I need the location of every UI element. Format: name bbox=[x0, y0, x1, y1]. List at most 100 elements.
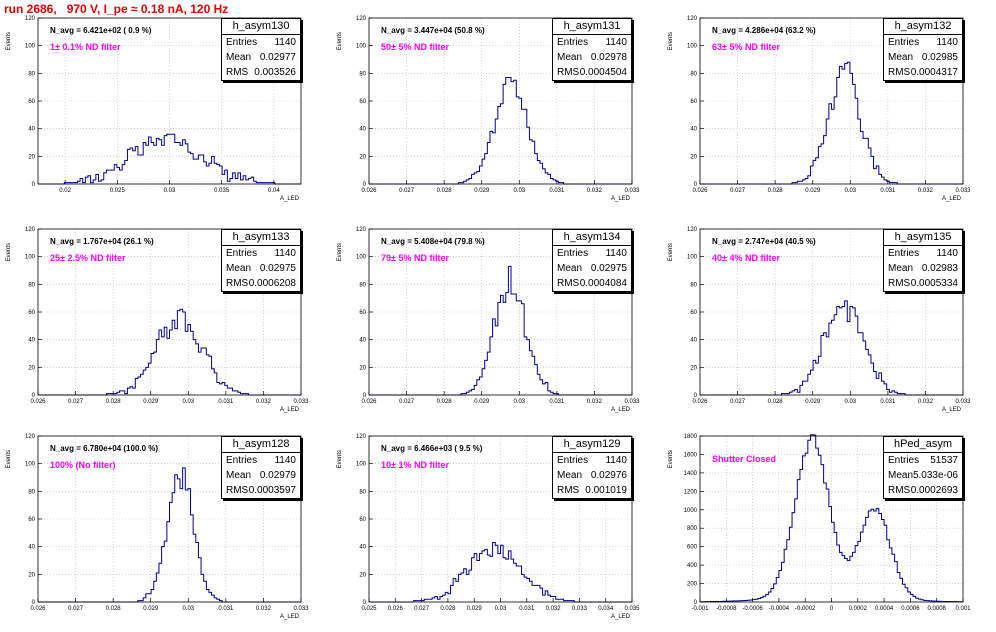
x-tick-label: 0.03 bbox=[844, 399, 856, 405]
x-tick-label: 0.02 bbox=[59, 188, 71, 194]
stats-value: 0.003526 bbox=[254, 67, 296, 78]
histogram-pad-h_asym131: 0.026 0.027 0.028 0.029 0.03 0.031 0.032 0.033 0… bbox=[331, 16, 654, 214]
y-tick-label: 40 bbox=[359, 338, 366, 344]
stats-key: Entries bbox=[226, 248, 258, 259]
histogram-pad-hPed_asym: -0.001 -0.0008 -0.0006 -0.0004 -0.0002 0 0.000… bbox=[662, 434, 985, 632]
x-tick-label: 0.032 bbox=[587, 399, 603, 405]
x-tick-label: 0.029 bbox=[474, 188, 490, 194]
x-tick-label: 0.033 bbox=[624, 188, 640, 194]
x-axis-label: A_LED bbox=[280, 196, 300, 202]
y-tick-label: 120 bbox=[356, 434, 367, 440]
y-tick-label: 0 bbox=[363, 182, 367, 188]
y-tick-label: 40 bbox=[359, 127, 366, 133]
y-tick-label: 100 bbox=[356, 255, 367, 261]
y-tick-label: 20 bbox=[359, 365, 366, 371]
x-tick-label: 0.026 bbox=[30, 606, 46, 612]
n-avg-label: N_avg = 6.421e+02 ( 0.9 %) bbox=[50, 26, 152, 35]
x-tick-label: 0.029 bbox=[143, 399, 159, 405]
stats-row-entries: Entries 1140 bbox=[222, 246, 300, 261]
stats-row-mean: Mean 0.02985 bbox=[884, 50, 962, 65]
x-tick-label: 0.029 bbox=[805, 188, 821, 194]
x-axis-label: A_LED bbox=[611, 407, 631, 413]
stats-row-mean: Mean 0.02978 bbox=[553, 50, 631, 65]
y-tick-label: 120 bbox=[356, 16, 367, 22]
x-tick-label: 0.028 bbox=[106, 606, 122, 612]
stats-row-mean: Mean 5.033e-06 bbox=[884, 468, 962, 483]
y-tick-label: 100 bbox=[687, 44, 698, 50]
x-tick-label: 0.031 bbox=[549, 399, 565, 405]
stats-row-rms: RMS 0.001019 bbox=[553, 483, 631, 498]
stats-box: h_asym132 Entries 1140 Mean 0.02985 RMS 0.0004… bbox=[883, 18, 963, 81]
y-tick-label: 120 bbox=[25, 16, 36, 22]
x-axis-label: A_LED bbox=[942, 407, 962, 413]
y-tick-label: 60 bbox=[28, 99, 35, 105]
x-tick-label: 0.027 bbox=[730, 188, 746, 194]
x-tick-label: 0.033 bbox=[955, 188, 971, 194]
stats-box: h_asym134 Entries 1140 Mean 0.02975 RMS 0.0004… bbox=[552, 229, 632, 292]
x-tick-label: -0.0006 bbox=[742, 606, 763, 612]
y-tick-label: 0 bbox=[32, 600, 36, 606]
y-axis-label: Events bbox=[668, 243, 674, 261]
y-axis-label: Events bbox=[6, 243, 12, 261]
stats-row-entries: Entries 1140 bbox=[553, 453, 631, 468]
filter-label: 50± 5% ND filter bbox=[381, 42, 449, 52]
histogram-pad-h_asym128: 0.026 0.027 0.028 0.029 0.03 0.031 0.032 0.033 0… bbox=[0, 434, 323, 632]
x-tick-label: 0.028 bbox=[768, 188, 784, 194]
x-tick-label: 0.028 bbox=[768, 399, 784, 405]
x-tick-label: 0.026 bbox=[692, 188, 708, 194]
y-tick-label: 120 bbox=[687, 227, 698, 233]
stats-box: h_asym135 Entries 1140 Mean 0.02983 RMS 0.0005… bbox=[883, 229, 963, 292]
histogram-pad-h_asym133: 0.026 0.027 0.028 0.029 0.03 0.031 0.032 0.033 0… bbox=[0, 227, 323, 425]
y-tick-label: 0 bbox=[694, 393, 698, 399]
y-tick-label: 60 bbox=[690, 99, 697, 105]
x-tick-label: 0.029 bbox=[467, 606, 483, 612]
n-avg-label: N_avg = 1.767e+04 (26.1 %) bbox=[50, 237, 154, 246]
stats-row-mean: Mean 0.02976 bbox=[553, 468, 631, 483]
y-axis-label: Events bbox=[6, 32, 12, 50]
histogram-name: h_asym132 bbox=[884, 19, 962, 35]
stats-value: 1140 bbox=[274, 248, 296, 259]
y-tick-label: 80 bbox=[690, 282, 697, 288]
stats-key: Mean bbox=[888, 52, 914, 63]
x-tick-label: 0.031 bbox=[880, 399, 896, 405]
x-tick-label: 0.031 bbox=[519, 606, 535, 612]
y-tick-label: 40 bbox=[28, 545, 35, 551]
stats-value: 1140 bbox=[936, 248, 958, 259]
y-tick-label: 100 bbox=[356, 462, 367, 468]
y-axis-label: Events bbox=[6, 450, 12, 468]
filter-label: 25± 2.5% ND filter bbox=[50, 253, 126, 263]
histogram-line bbox=[38, 308, 301, 396]
stats-key: Entries bbox=[888, 248, 920, 259]
x-tick-label: 0.029 bbox=[805, 399, 821, 405]
x-tick-label: 0.034 bbox=[598, 606, 614, 612]
histogram-svg: 0.026 0.027 0.028 0.029 0.03 0.031 0.032 0.033 0… bbox=[668, 16, 971, 202]
x-tick-label: 0.028 bbox=[440, 606, 456, 612]
histogram-name: h_asym133 bbox=[222, 230, 300, 246]
stats-row-rms: RMS 0.0004504 bbox=[553, 65, 631, 80]
y-tick-label: 20 bbox=[28, 572, 35, 578]
histogram-name: hPed_asym bbox=[884, 437, 962, 453]
y-tick-label: 80 bbox=[28, 71, 35, 77]
x-tick-label: 0.028 bbox=[437, 399, 453, 405]
stats-row-mean: Mean 0.02975 bbox=[553, 261, 631, 276]
x-tick-label: 0.026 bbox=[692, 399, 708, 405]
y-tick-label: 20 bbox=[28, 365, 35, 371]
histogram-name: h_asym134 bbox=[553, 230, 631, 246]
x-tick-label: 0.027 bbox=[399, 188, 415, 194]
x-tick-label: 0 bbox=[830, 606, 834, 612]
stats-row-entries: Entries 1140 bbox=[884, 246, 962, 261]
y-tick-label: 60 bbox=[359, 99, 366, 105]
x-tick-label: 0.031 bbox=[218, 399, 234, 405]
filter-label: 100% (No filter) bbox=[50, 460, 116, 470]
y-tick-label: 0 bbox=[694, 182, 698, 188]
histogram-line bbox=[700, 300, 963, 396]
x-tick-label: 0.03 bbox=[844, 188, 856, 194]
histogram-name: h_asym128 bbox=[222, 437, 300, 453]
y-tick-label: 1600 bbox=[684, 452, 698, 458]
stats-row-mean: Mean 0.02979 bbox=[222, 468, 300, 483]
y-tick-label: 120 bbox=[687, 16, 698, 22]
y-tick-label: 60 bbox=[359, 517, 366, 523]
y-tick-label: 80 bbox=[690, 71, 697, 77]
stats-value: 0.0004084 bbox=[579, 278, 627, 289]
x-tick-label: 0.027 bbox=[68, 606, 84, 612]
